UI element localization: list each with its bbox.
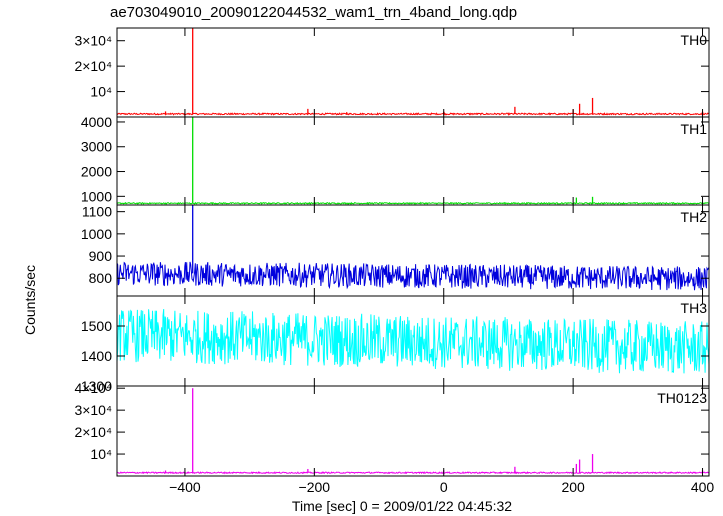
y-tick-label: 4000 <box>81 114 112 130</box>
y-tick-label: 800 <box>89 270 113 286</box>
y-tick-label: 2×10⁴ <box>74 58 112 74</box>
panel-frame <box>116 204 710 297</box>
series-label-th2: TH2 <box>681 209 708 225</box>
x-tick-label: −400 <box>169 479 201 495</box>
panel-frame <box>116 116 710 206</box>
panel-th0123: 10⁴ 2×10⁴ 3×10⁴ 4×10⁴ TH0123 <box>74 380 710 477</box>
y-tick-label: 1400 <box>81 348 112 364</box>
y-tick-label: 3×10⁴ <box>74 33 112 49</box>
series-label-th0123: TH0123 <box>657 390 707 406</box>
series-line-th0 <box>117 112 709 116</box>
y-tick-label: 4×10⁴ <box>74 380 112 396</box>
x-tick-label: 200 <box>561 479 585 495</box>
x-axis-label: Time [sec] 0 = 2009/01/22 04:45:32 <box>291 498 513 514</box>
series-label-th0: TH0 <box>681 32 708 48</box>
y-tick-label: 1000 <box>81 226 112 242</box>
y-tick-label: 1500 <box>81 318 112 334</box>
x-tick-label: −200 <box>299 479 331 495</box>
panel-frame <box>116 385 710 477</box>
y-tick-label: 1000 <box>81 188 112 204</box>
series-label-th3: TH3 <box>681 300 708 316</box>
panel-th2: 800 900 1000 1100 TH2 <box>81 204 710 297</box>
y-tick-label: 1300 <box>81 378 112 394</box>
y-tick-label: 2000 <box>81 164 112 180</box>
series-label-th1: TH1 <box>681 121 708 137</box>
series-line-th1 <box>117 201 709 205</box>
y-tick-label: 2×10⁴ <box>74 424 112 440</box>
x-tick-label: 0 <box>440 479 448 495</box>
panel-th0: 10⁴ 2×10⁴ 3×10⁴ TH0 <box>74 27 710 118</box>
y-tick-label: 1100 <box>82 204 112 220</box>
y-tick-label: 10⁴ <box>90 84 112 100</box>
series-line-th3 <box>117 309 709 374</box>
series-line-th2 <box>117 261 709 291</box>
y-tick-label: 3000 <box>81 139 112 155</box>
y-tick-label: 3×10⁴ <box>74 402 112 418</box>
series-line-th0123 <box>117 471 709 475</box>
panel-th1: 1000 2000 3000 4000 TH1 <box>81 114 710 206</box>
panel-frame <box>116 27 710 118</box>
chart-title: ae703049010_20090122044532_wam1_trn_4ban… <box>110 4 518 21</box>
y-tick-label: 10⁴ <box>90 446 112 462</box>
y-tick-label: 900 <box>89 248 113 264</box>
x-tick-label: 400 <box>691 479 715 495</box>
panel-th3: 1300 1400 1500 TH3 <box>81 295 710 394</box>
